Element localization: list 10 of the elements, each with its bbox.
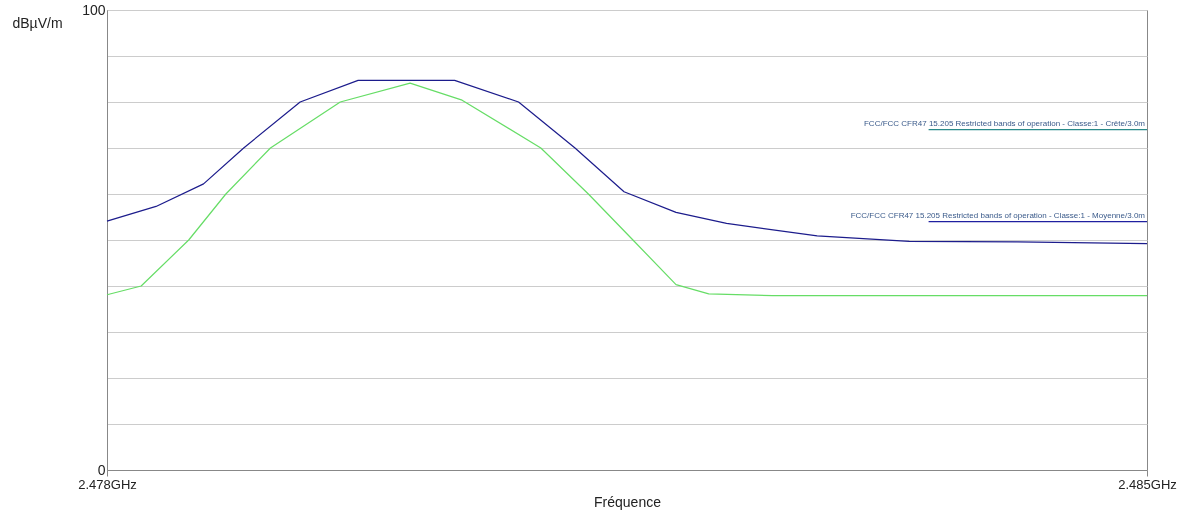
x-tick-label: 2.478GHz	[78, 476, 137, 492]
x-tick-label: 2.485GHz	[1118, 476, 1177, 492]
line-series	[106, 79, 1148, 245]
annotation: FCC/FCC CFR47 15.205 Restricted bands of operation - Classe:1 - Moyenne/3.0m	[850, 210, 1146, 220]
y-tick-label: 100	[82, 1, 106, 18]
annotation: FCC/FCC CFR47 15.205 Restricted bands of operation - Classe:1 - Crête/3.0m	[863, 118, 1146, 128]
y-axis-title: dBµV/m	[12, 14, 63, 31]
line-series	[106, 82, 1148, 297]
x-axis-title: Fréquence	[594, 493, 662, 510]
y-tick-label: 0	[97, 461, 106, 478]
